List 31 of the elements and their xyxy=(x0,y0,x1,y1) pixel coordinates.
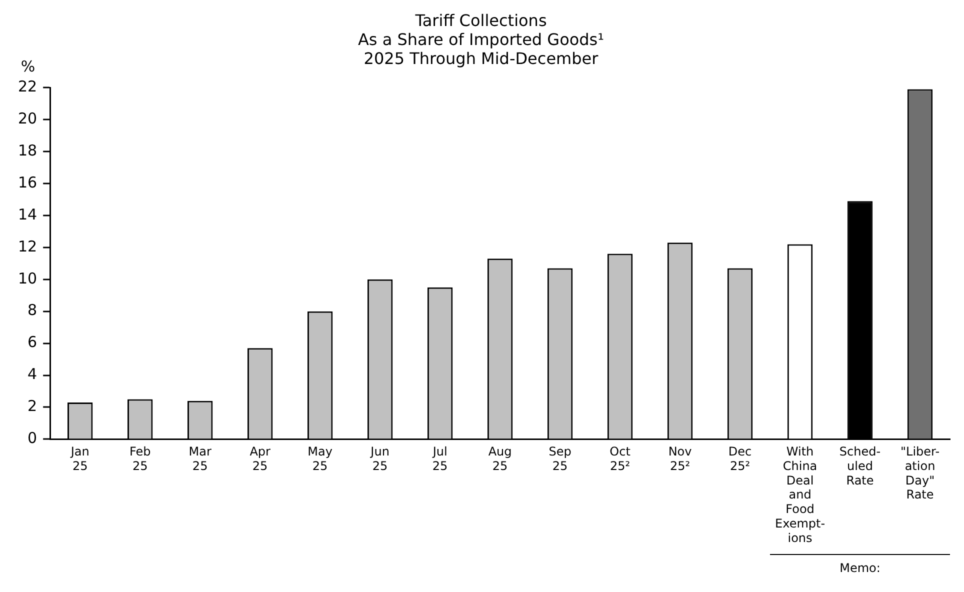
text: Memo: xyxy=(840,561,880,575)
y-tick-label: 12 xyxy=(18,237,38,256)
y-tick-label: 20 xyxy=(18,109,38,128)
x-tick-label: "Liber- ation Day" Rate xyxy=(900,444,940,502)
x-tick-label: Jan 25 xyxy=(70,444,90,473)
chart-subtitle: As a Share of Imported Goods¹ 2025 Through Mid-December xyxy=(358,30,604,68)
x-tick-label: Nov 25² xyxy=(668,444,692,473)
y-tick-label: 8 xyxy=(28,301,38,320)
y-tick-label: 14 xyxy=(18,205,38,224)
x-tick-label: Oct 25² xyxy=(610,444,631,473)
y-tick-label: 0 xyxy=(28,429,38,448)
y-tick-label: 16 xyxy=(18,173,38,192)
y-axis-title: % xyxy=(20,58,36,76)
x-tick-label: Dec 25² xyxy=(728,444,752,473)
y-tick-label: 22 xyxy=(18,77,38,96)
x-tick-label: Jul 25 xyxy=(432,444,448,473)
x-tick-label: Jun 25 xyxy=(370,444,390,473)
chart-title: Tariff Collections xyxy=(414,10,547,30)
x-tick-label: May 25 xyxy=(308,444,332,473)
x-tick-label: Mar 25 xyxy=(188,444,212,473)
y-tick-label: 6 xyxy=(28,333,38,352)
x-tick-label: Feb 25 xyxy=(129,444,151,473)
y-tick-label: 2 xyxy=(28,397,38,416)
x-tick-label: With China Deal and Food Exempt- ions xyxy=(774,444,826,545)
y-tick-label: 10 xyxy=(18,269,38,288)
x-tick-label: Sched- uled Rate xyxy=(839,444,881,488)
y-tick-label: 18 xyxy=(18,141,38,160)
x-tick-label: Sep 25 xyxy=(548,444,572,473)
y-tick-label: 4 xyxy=(28,365,38,384)
x-tick-label: Apr 25 xyxy=(250,444,271,473)
x-tick-label: Aug 25 xyxy=(488,444,512,473)
